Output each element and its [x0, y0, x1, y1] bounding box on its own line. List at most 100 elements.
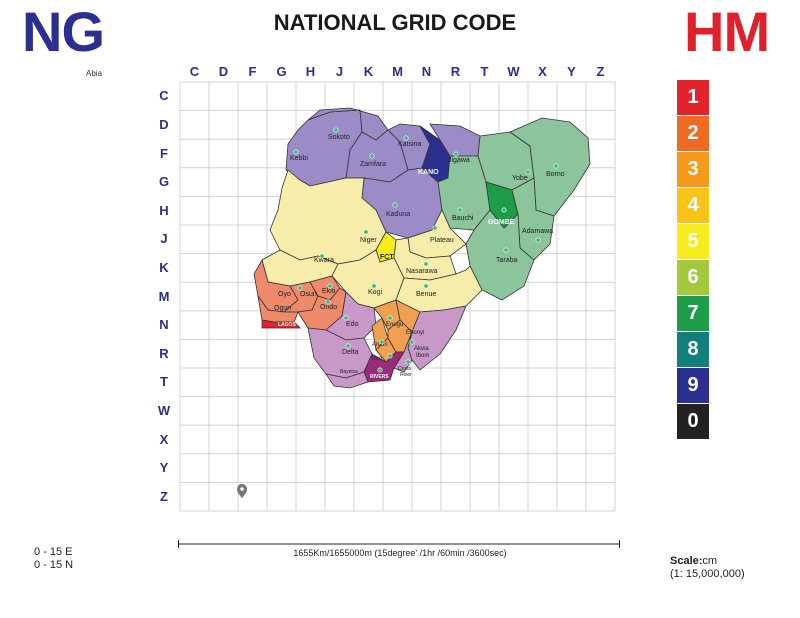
location-pin-icon: [363, 229, 369, 235]
column-label: R: [450, 64, 461, 79]
location-pin-icon: [423, 283, 429, 289]
label-cross-river-2: River: [400, 372, 412, 378]
label-zamfara: Zamfara: [360, 161, 386, 168]
label-plateau: Plateau: [430, 237, 454, 244]
location-pin-icon: [501, 207, 507, 213]
states-layer: [253, 107, 591, 389]
label-delta: Delta: [342, 349, 358, 356]
ng-logo: NG: [22, 0, 105, 63]
location-pin-icon: [453, 151, 459, 157]
row-label: F: [160, 145, 168, 161]
page-title: NATIONAL GRID CODE: [273, 10, 517, 35]
row-label: W: [157, 402, 171, 418]
label-ondo: Ondo: [320, 304, 337, 311]
label-rivers: RIVERS: [370, 374, 389, 380]
label-ekiti: Ekiti: [322, 288, 336, 295]
label-kogi: Kogi: [368, 289, 382, 296]
location-pin-icon: [503, 247, 509, 253]
label-bayelsa: Bayelsa: [340, 369, 358, 375]
legend-cell: 5: [677, 224, 709, 259]
location-pin-icon: [432, 225, 438, 231]
state-lagos: [261, 319, 301, 329]
label-ebonyi: Ebonyi: [406, 330, 424, 336]
label-ogun: Ogun: [274, 305, 291, 312]
label-niger: Niger: [360, 237, 377, 244]
label-bauchi: Bauchi: [452, 215, 474, 222]
place-labels: Sokoto Kebbi Katsina Zamfara Jigawa KANO…: [274, 134, 565, 380]
row-label: J: [160, 231, 168, 247]
column-label: N: [421, 64, 432, 79]
column-label: W: [507, 64, 520, 79]
row-label: G: [158, 174, 170, 190]
label-oyo: Oyo: [278, 291, 291, 298]
row-label: C: [159, 88, 169, 104]
location-pin-icon: [553, 163, 559, 169]
legend-cell: 7: [677, 296, 709, 331]
scale-distance-text: 1655Km/1655000m (15degree' /1hr /60min /…: [293, 548, 507, 558]
label-anambra: Anam: [372, 342, 388, 348]
label-kano: KANO: [418, 169, 439, 176]
column-label: K: [363, 64, 374, 79]
scale-unit: cm: [702, 555, 718, 567]
region-label: Abia: [86, 69, 103, 78]
scale-label: Scale:: [670, 555, 703, 567]
label-nasarawa: Nasarawa: [406, 268, 438, 275]
location-pin-icon: [535, 237, 541, 243]
location-pin-icon: [369, 153, 375, 159]
legend-cell: 0: [677, 404, 709, 439]
coord-east: 0 - 15 E: [34, 546, 73, 558]
label-adamawa: Adamawa: [522, 228, 553, 235]
row-label: Y: [159, 460, 169, 476]
location-pin-icon: [297, 285, 303, 291]
hm-logo: HM: [684, 0, 770, 63]
row-label: T: [160, 374, 168, 390]
column-label: X: [538, 64, 547, 79]
location-pin-icon: [293, 149, 299, 155]
row-label: M: [158, 288, 170, 304]
location-pin-icon: [387, 353, 393, 359]
location-pin-icon: [392, 202, 398, 208]
legend-cell: 6: [677, 260, 709, 295]
label-katsina: Katsina: [398, 141, 421, 148]
location-pin-icon: [457, 207, 463, 213]
coord-north: 0 - 15 N: [34, 559, 74, 571]
label-enugu: Enugu: [386, 322, 403, 328]
column-label: M: [392, 64, 403, 79]
row-label: H: [159, 202, 169, 218]
coordinate-range: 0 - 15 E 0 - 15 N: [34, 546, 73, 572]
label-kwara: Kwara: [314, 257, 334, 264]
column-label: T: [480, 64, 489, 79]
legend-cell: 3: [677, 152, 709, 187]
location-pin-icon: [327, 283, 333, 289]
legend-cell: 1: [677, 80, 709, 115]
label-sokoto: Sokoto: [328, 134, 350, 141]
map-svg: Sokoto Kebbi Katsina Zamfara Jigawa KANO…: [179, 81, 616, 512]
row-label: N: [159, 317, 169, 333]
location-pin-icon: [423, 261, 429, 267]
scale-ratio: (1: 15,000,000): [670, 568, 745, 580]
legend-cell: 4: [677, 188, 709, 223]
location-pin-icon: [405, 359, 411, 365]
label-jigawa: Jigawa: [448, 157, 470, 164]
location-pin-icon: [371, 283, 377, 289]
label-imo: Imo: [372, 356, 383, 362]
location-pin-icon: [525, 169, 531, 175]
column-label: C: [189, 64, 200, 79]
label-gombe: GOMBE: [488, 219, 515, 226]
column-label: J: [335, 64, 344, 79]
location-pin-icon: [377, 367, 383, 373]
location-pin-icon: [319, 253, 325, 259]
scale-info: Scale:cm (1: 15,000,000): [670, 555, 745, 581]
location-pin-icon: [325, 299, 331, 305]
row-label: Z: [160, 488, 168, 504]
label-taraba: Taraba: [496, 257, 518, 264]
row-label: K: [159, 259, 169, 275]
label-cross-river-1: Cross: [398, 366, 412, 372]
label-edo: Edo: [346, 321, 359, 328]
row-label: R: [159, 345, 169, 361]
label-lagos: LAGOS: [278, 322, 296, 328]
label-borno: Borno: [546, 171, 565, 178]
row-label: D: [159, 116, 169, 132]
location-pin-icon: [403, 135, 409, 141]
